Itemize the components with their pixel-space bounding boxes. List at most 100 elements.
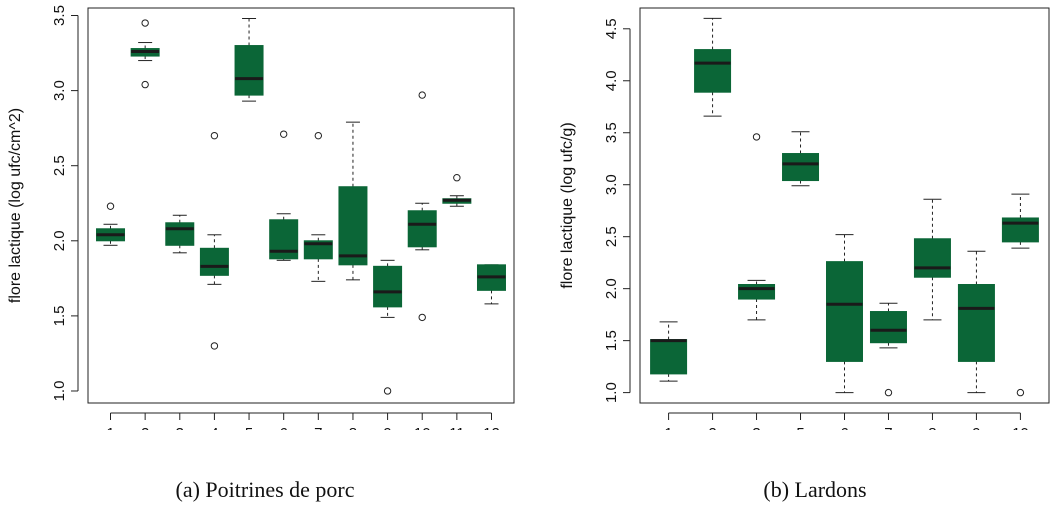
- box-cuvee-9: [957, 250, 995, 394]
- plot-frame: [639, 7, 1050, 404]
- iqr-box: [913, 238, 951, 278]
- y-axis: 1.0 1.5 2.0 2.5 3.0 3.5 4.0 4.5: [603, 18, 631, 403]
- iqr-box: [165, 222, 195, 246]
- outlier-point: [141, 19, 149, 27]
- outlier-point: [884, 388, 893, 397]
- iqr-box: [199, 247, 229, 276]
- y-axis: 1.0 1.5 2.0 2.5 3.0 3.5: [51, 5, 79, 402]
- outlier-point: [418, 313, 426, 322]
- iqr-box: [407, 210, 437, 248]
- y-tick-label: 2.0: [51, 230, 68, 251]
- outlier-point: [1016, 388, 1025, 397]
- outlier-point: [752, 133, 761, 141]
- x-tick-label: 3: [176, 425, 184, 430]
- iqr-box: [234, 45, 264, 96]
- outlier-point: [141, 80, 149, 89]
- iqr-box: [373, 265, 403, 308]
- outlier-point: [106, 202, 115, 210]
- x-tick-label: 10: [1012, 425, 1029, 430]
- x-tick-label: 1: [664, 425, 672, 430]
- iqr-box: [826, 261, 863, 362]
- y-tick-label: 2.0: [603, 278, 620, 299]
- x-tick-label: 10: [414, 425, 431, 430]
- outlier-point: [210, 131, 219, 140]
- box-cuvee-8: [913, 198, 951, 321]
- box-cuvee-5: [782, 131, 820, 187]
- caption-panel-a: (a) Poitrines de porc: [175, 477, 355, 502]
- y-tick-label: 2.5: [51, 155, 68, 176]
- y-tick-label: 4.5: [603, 18, 620, 39]
- x-tick-label: 5: [245, 425, 253, 430]
- x-tick-label: 12: [483, 425, 500, 430]
- iqr-box: [782, 153, 820, 182]
- outlier-point: [279, 130, 288, 138]
- iqr-box: [303, 240, 333, 260]
- box-cuvee-3: [738, 133, 776, 321]
- box-cuvee-2: [694, 17, 732, 117]
- iqr-box: [869, 311, 907, 344]
- outlier-point: [314, 131, 323, 140]
- box-cuvee-10: [407, 91, 437, 322]
- panel-a-poitrines: 1.0 1.5 2.0 2.5 3.0 3.5 flore lactique (log uf…: [7, 5, 515, 430]
- y-axis-title: flore lactique (log ufc/g): [559, 122, 576, 288]
- figure: 1.0 1.5 2.0 2.5 3.0 3.5 flore lactique (log uf…: [7, 5, 1050, 430]
- iqr-box: [1001, 217, 1039, 243]
- x-tick-label: 1: [106, 425, 114, 430]
- iqr-box: [738, 284, 776, 300]
- box-cuvee-3: [165, 214, 195, 254]
- box-cuvee-5: [234, 18, 264, 102]
- box-cuvee-8: [338, 121, 368, 281]
- box-cuvee-1: [96, 202, 126, 246]
- y-tick-label: 4.0: [603, 70, 620, 91]
- outlier-point: [383, 387, 392, 395]
- box-cuvee-2: [130, 19, 160, 89]
- y-tick-label: 1.5: [603, 330, 620, 351]
- y-axis-title: flore lactique (log ufc/cm^2): [7, 108, 24, 303]
- x-tick-label: 8: [928, 425, 936, 430]
- x-tick-label: 4: [210, 425, 218, 430]
- box-cuvee-12: [476, 264, 506, 305]
- y-tick-label: 3.5: [603, 122, 620, 143]
- box-cuvee-6: [269, 130, 299, 261]
- plot-frame: [87, 7, 515, 404]
- x-tick-label: 6: [840, 425, 848, 430]
- x-tick-label: 2: [141, 425, 149, 430]
- iqr-box: [957, 284, 995, 362]
- y-tick-label: 1.5: [51, 305, 68, 326]
- outlier-point: [210, 342, 219, 350]
- x-tick-label: 9: [383, 425, 391, 430]
- x-tick-label: 8: [349, 425, 357, 430]
- box-cuvee-1: [650, 321, 688, 382]
- x-tick-label: 2: [708, 425, 716, 430]
- y-tick-label: 3.0: [603, 174, 620, 195]
- iqr-box: [650, 339, 688, 375]
- y-tick-label: 2.5: [603, 226, 620, 247]
- y-tick-label: 1.0: [603, 382, 620, 403]
- x-tick-label: 7: [314, 425, 322, 430]
- y-tick-label: 3.5: [51, 5, 68, 26]
- y-tick-label: 1.0: [51, 381, 68, 402]
- iqr-box: [269, 219, 299, 260]
- y-tick-label: 3.0: [51, 80, 68, 101]
- iqr-box: [338, 186, 368, 266]
- box-cuvee-4: [199, 131, 229, 350]
- box-cuvee-11: [442, 174, 472, 207]
- box-cuvee-6: [826, 234, 863, 394]
- x-axis: 1 2 3 5 6 7 8 9 10: [664, 412, 1029, 430]
- x-axis: 123456789101112: [106, 412, 500, 430]
- outlier-point: [418, 91, 426, 99]
- box-cuvee-10: [1001, 193, 1039, 397]
- caption-panel-b: (b) Lardons: [763, 477, 867, 502]
- x-tick-label: 7: [884, 425, 892, 430]
- x-tick-label: 5: [796, 425, 804, 430]
- iqr-box: [694, 49, 732, 93]
- x-tick-label: 9: [972, 425, 980, 430]
- x-tick-label: 11: [449, 425, 465, 430]
- outlier-point: [453, 174, 461, 182]
- panel-b-lardons: 1.0 1.5 2.0 2.5 3.0 3.5 4.0 4.5 flore lactique (…: [559, 7, 1050, 430]
- box-cuvee-7: [303, 131, 333, 282]
- x-tick-label: 6: [280, 425, 288, 430]
- box-cuvee-7: [869, 302, 907, 397]
- box-cuvee-9: [373, 259, 403, 395]
- x-tick-label: 3: [752, 425, 760, 430]
